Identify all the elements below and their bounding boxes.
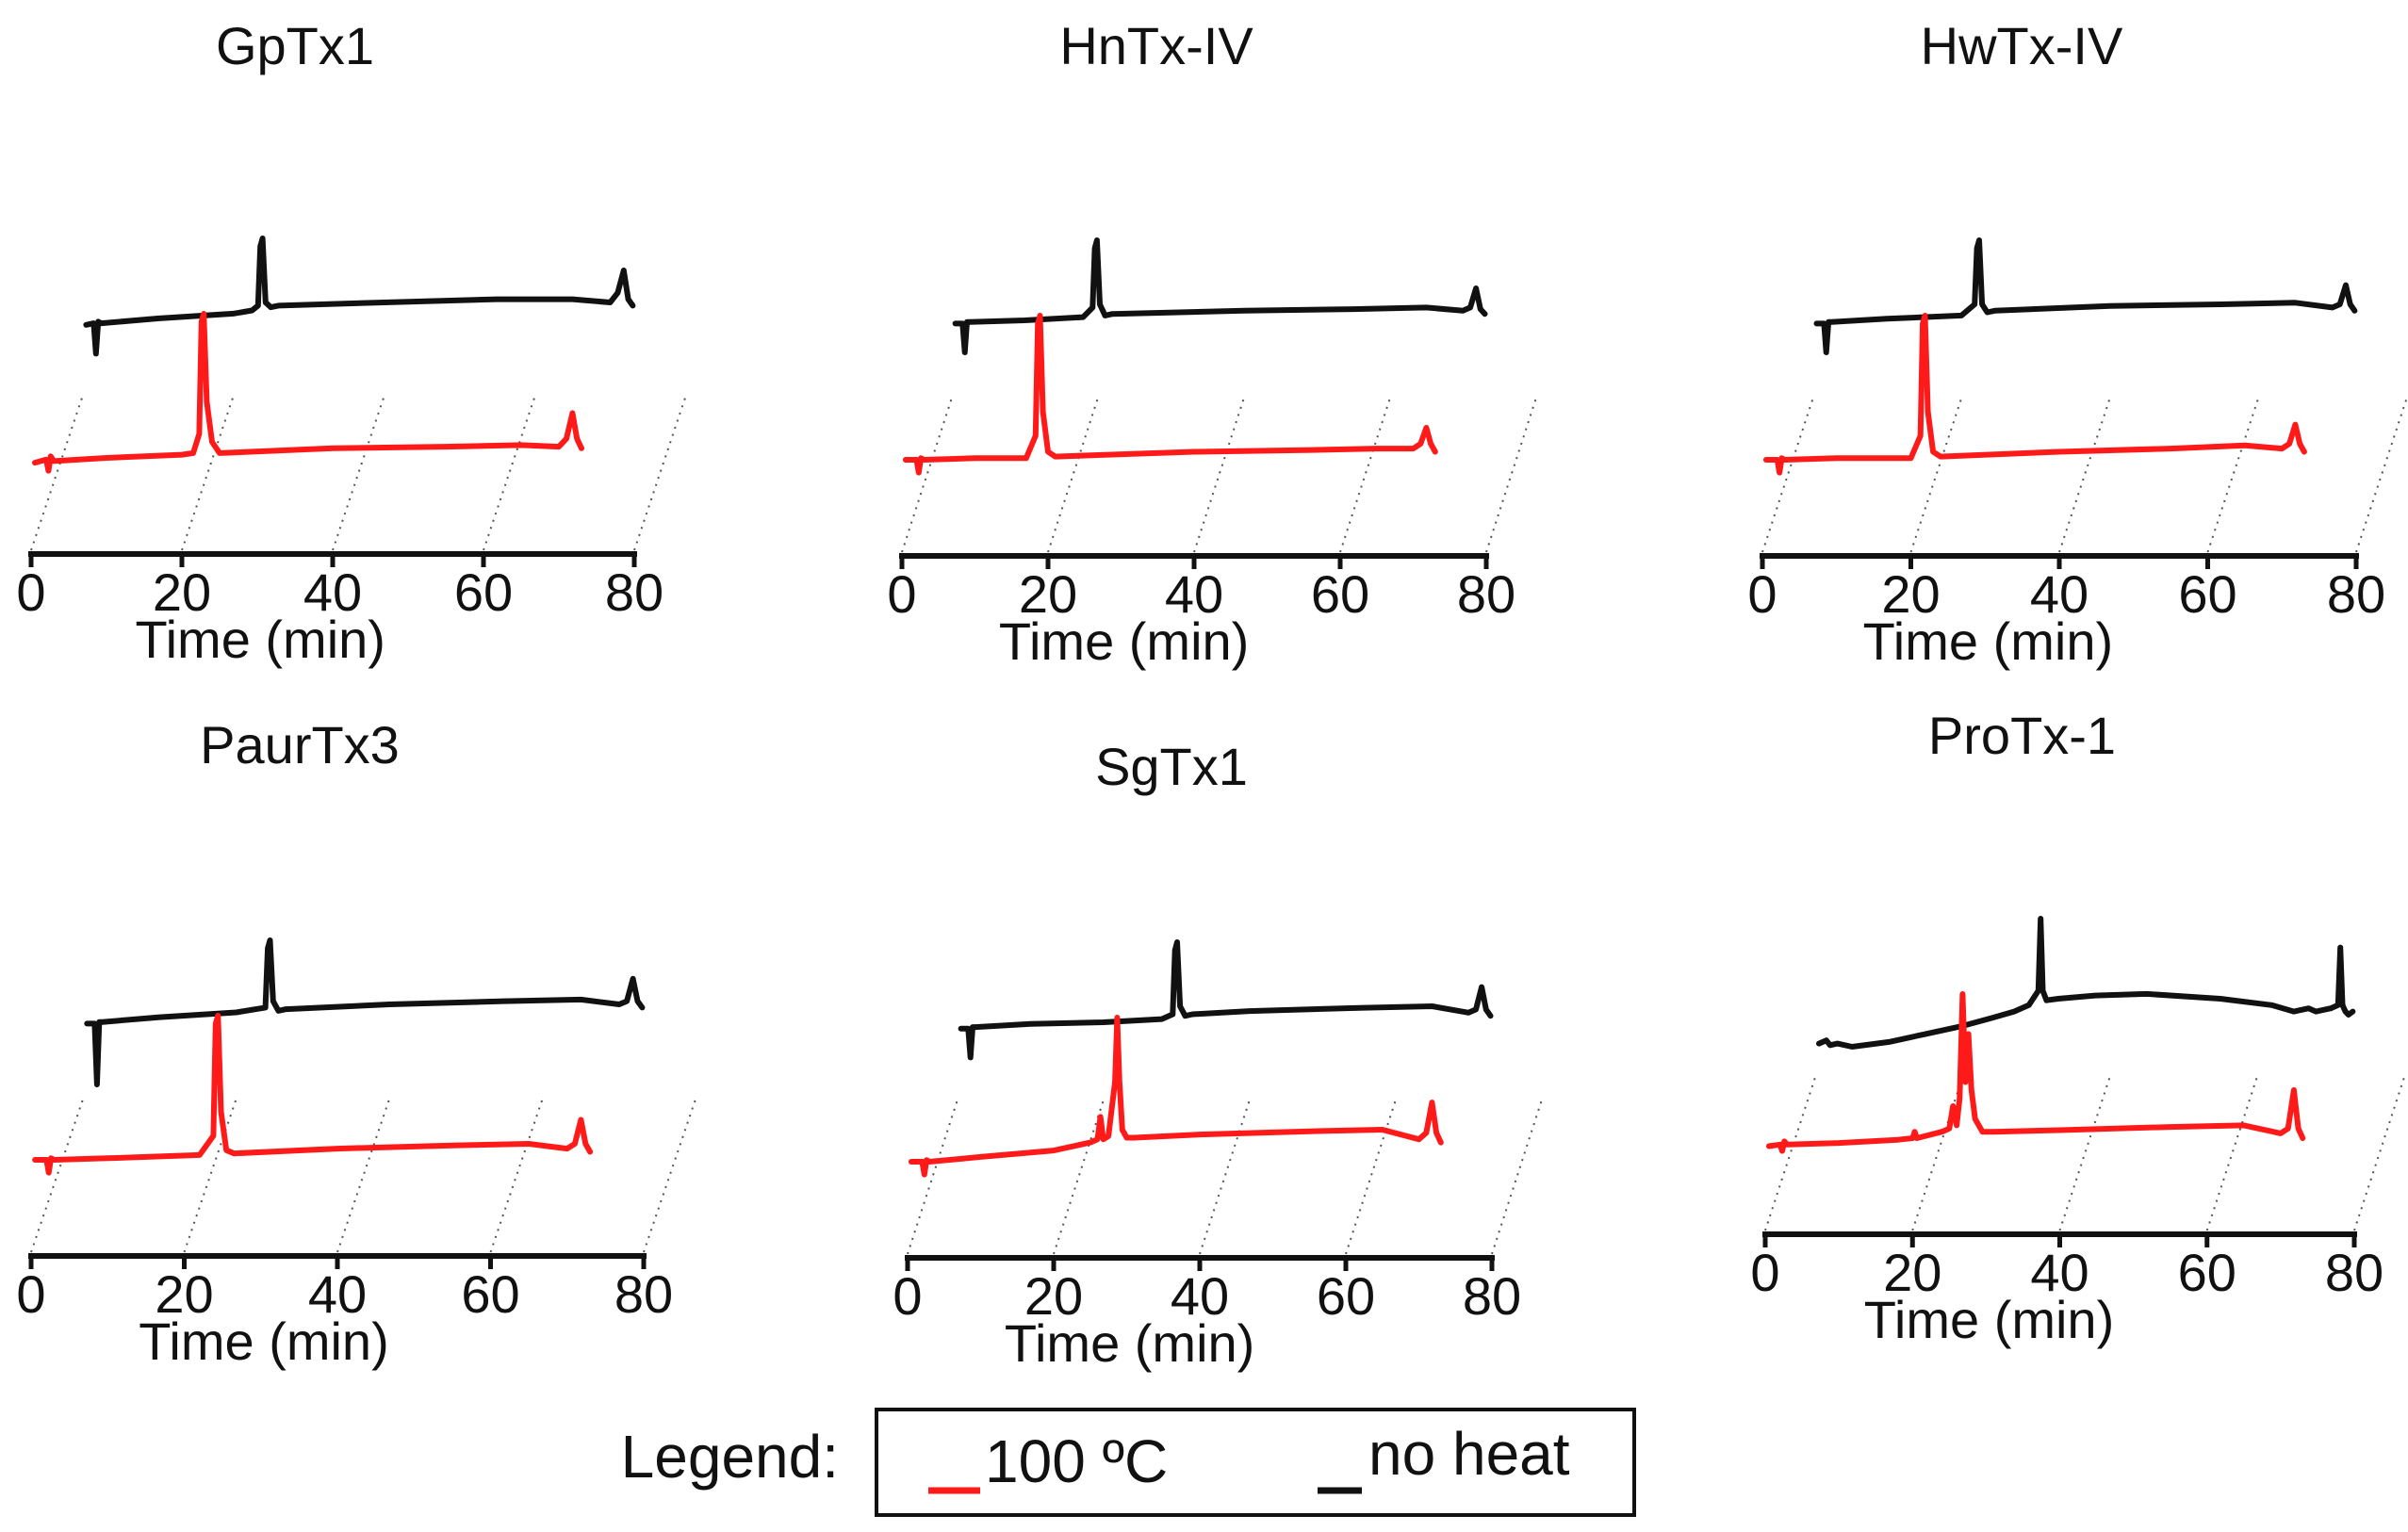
x-tick-label: 0 [887, 564, 916, 624]
panel-title: GpTx1 [216, 16, 374, 75]
x-tick-label: 40 [2030, 1243, 2089, 1302]
x-axis-label: Time (min) [999, 611, 1249, 671]
x-tick-label: 40 [303, 562, 362, 622]
x-tick-label: 80 [1457, 564, 1515, 624]
depth-guide-line [30, 1098, 85, 1253]
depth-guide-line [1339, 398, 1391, 553]
trace-100c [908, 1015, 1444, 1178]
legend: Legend: 100 ºC no heat [621, 1408, 1636, 1517]
x-tick-label: 80 [614, 1264, 673, 1324]
depth-guide-line [1345, 1100, 1397, 1255]
panel-title: HnTx-IV [1059, 16, 1253, 75]
x-tick-label: 0 [16, 1264, 45, 1324]
legend-entry-no-heat: no heat [1368, 1420, 1570, 1488]
trace-no-heat [1813, 237, 2358, 355]
trace-no-heat [958, 939, 1494, 1061]
depth-guide-line [1053, 1100, 1105, 1255]
legend-label: Legend: [621, 1423, 839, 1491]
depth-guide-line [1764, 1076, 1817, 1231]
x-tick-label: 20 [1883, 1243, 1941, 1302]
depth-guide-line [332, 396, 385, 551]
x-tick-label: 40 [1171, 1266, 1229, 1326]
legend-entry-100c: 100 ºC [985, 1427, 1168, 1495]
depth-guide-line [1199, 1100, 1251, 1255]
x-tick-label: 60 [454, 562, 513, 622]
depth-guide-line [2206, 398, 2260, 553]
x-tick-label: 20 [153, 562, 211, 622]
depth-guide-line [1491, 1100, 1543, 1255]
trace-100c [902, 313, 1438, 476]
x-tick-label: 60 [1317, 1266, 1375, 1326]
x-tick-label: 40 [1165, 564, 1223, 624]
depth-guide-line [183, 1098, 238, 1253]
trace-100c [32, 1013, 594, 1176]
x-tick-label: 80 [2327, 564, 2385, 624]
depth-guide-line [633, 396, 687, 551]
depth-guide-line [1193, 398, 1245, 553]
x-tick-label: 0 [16, 562, 45, 622]
x-tick-label: 0 [1750, 1243, 1779, 1302]
panel-protx-1: ProTx-1 0 20 40 60 80 Time (min) [1750, 706, 2406, 1349]
panel-title: HwTx-IV [1921, 16, 2123, 75]
x-tick-label: 80 [605, 562, 663, 622]
trace-no-heat [84, 937, 646, 1087]
x-axis-label: Time (min) [1864, 1290, 2114, 1349]
depth-guide-line [2355, 398, 2408, 553]
trace-no-heat [952, 237, 1488, 355]
panel-sgtx1: SgTx1 0 20 40 60 80 Time (min) [893, 737, 1543, 1373]
x-axis-label: Time (min) [1005, 1313, 1254, 1373]
panel-hntx-iv: HnTx-IV 0 20 40 60 80 Time (min) [887, 16, 1537, 671]
panel-paurtx3: PaurTx3 0 20 40 60 80 Time (min) [16, 715, 697, 1371]
panel-title: PaurTx3 [200, 715, 400, 774]
x-tick-label: 20 [1024, 1266, 1083, 1326]
depth-guide-line [1047, 398, 1099, 553]
x-tick-label: 60 [2178, 1243, 2236, 1302]
x-tick-label: 20 [155, 1264, 213, 1324]
x-tick-label: 40 [308, 1264, 367, 1324]
trace-100c [32, 311, 584, 474]
depth-guide-line [30, 396, 84, 551]
x-tick-label: 80 [2325, 1243, 2383, 1302]
x-axis-label: Time (min) [139, 1312, 388, 1371]
x-tick-label: 0 [893, 1266, 922, 1326]
depth-guide-line [2058, 1076, 2111, 1231]
panel-title: SgTx1 [1095, 737, 1248, 796]
depth-guide-line [901, 398, 953, 553]
legend-box [875, 1408, 1636, 1517]
x-tick-label: 60 [461, 1264, 519, 1324]
x-axis-label: Time (min) [135, 610, 385, 669]
x-axis-label: Time (min) [1863, 611, 2113, 671]
depth-guide-line [2353, 1076, 2406, 1231]
trace-100c [1765, 991, 2306, 1154]
x-tick-label: 80 [1463, 1266, 1521, 1326]
x-tick-label: 60 [1311, 564, 1369, 624]
depth-guide-line [907, 1100, 958, 1255]
depth-guide-line [489, 1098, 544, 1253]
trace-no-heat [1816, 916, 2356, 1050]
panel-hwtx-iv: HwTx-IV 0 20 40 60 80 Time (min) [1747, 16, 2408, 671]
depth-guide-line [643, 1098, 697, 1253]
panel-title: ProTx-1 [1928, 706, 2116, 765]
trace-no-heat [83, 236, 636, 357]
depth-guide-line [2058, 398, 2111, 553]
depth-guide-line [483, 396, 536, 551]
x-tick-label: 20 [1019, 564, 1077, 624]
panel-gptx1: GpTx1 0 20 40 60 80 Time (min) [16, 16, 687, 669]
depth-guide-line [336, 1098, 391, 1253]
x-tick-label: 60 [2178, 564, 2236, 624]
depth-guide-line [1911, 1076, 1964, 1231]
trace-100c [1762, 313, 2307, 476]
x-tick-label: 20 [1881, 564, 1940, 624]
depth-guide-line [1761, 398, 1814, 553]
x-tick-label: 40 [2030, 564, 2089, 624]
depth-guide-line [1485, 398, 1537, 553]
depth-guide-line [2205, 1076, 2258, 1231]
x-tick-label: 0 [1747, 564, 1777, 624]
